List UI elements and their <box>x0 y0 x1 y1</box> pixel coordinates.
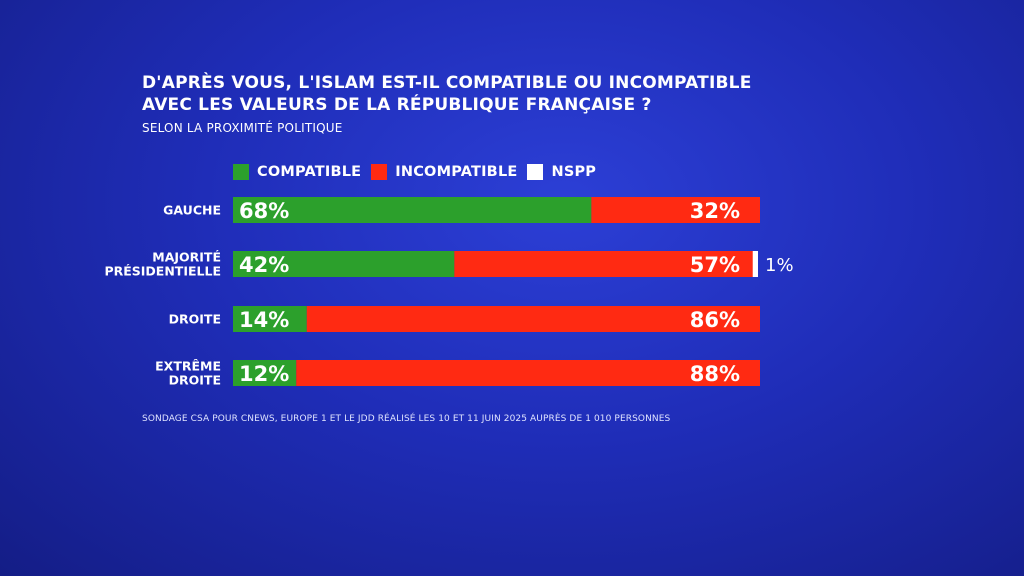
legend-item-compatible: COMPATIBLE <box>233 164 361 180</box>
data-label-compatible: 12% <box>239 362 289 386</box>
data-label-incompatible: 86% <box>690 308 740 332</box>
bar-segment-nspp <box>752 251 758 277</box>
data-label-compatible: 42% <box>239 253 289 277</box>
legend-label-nspp: NSPP <box>551 164 597 180</box>
category-label: GAUCHE <box>163 203 221 218</box>
bar-segment-incompatible <box>306 306 760 332</box>
data-label-nspp: 1% <box>765 255 794 276</box>
legend-swatch-nspp <box>527 164 544 180</box>
data-label-incompatible: 57% <box>690 253 740 277</box>
bar-segment-compatible <box>233 251 455 277</box>
legend-swatch-compatible <box>233 164 249 180</box>
category-label: MAJORITÉ PRÉSIDENTIELLE <box>104 250 221 279</box>
title-line-2: AVEC LES VALEURS DE LA RÉPUBLIQUE FRANÇA… <box>142 95 652 115</box>
legend-label-compatible: COMPATIBLE <box>257 164 362 180</box>
legend-item-nspp: NSPP <box>527 164 596 180</box>
category-label-line: GAUCHE <box>163 203 221 218</box>
bar-segment-incompatible <box>454 251 755 277</box>
bar-segment-compatible <box>233 360 297 386</box>
bar-segment-compatible <box>233 197 592 223</box>
chart-title: D'APRÈS VOUS, L'ISLAM EST-IL COMPATIBLE … <box>142 72 752 116</box>
category-label-line: DROITE <box>169 373 221 388</box>
bar-segment-incompatible <box>591 197 760 223</box>
category-label-line: EXTRÊME <box>155 359 221 374</box>
bar-segment-incompatible <box>296 360 760 386</box>
data-label-incompatible: 88% <box>690 362 740 386</box>
category-label: EXTRÊME DROITE <box>155 359 221 388</box>
category-label-line: PRÉSIDENTIELLE <box>104 264 221 279</box>
legend-swatch-incompatible <box>371 164 388 180</box>
data-label-compatible: 14% <box>239 308 289 332</box>
legend-item-incompatible: INCOMPATIBLE <box>371 164 517 180</box>
chart-subtitle: SELON LA PROXIMITÉ POLITIQUE <box>142 121 343 135</box>
source-note: SONDAGE CSA POUR CNEWS, EUROPE 1 ET LE J… <box>142 414 671 424</box>
legend: COMPATIBLE INCOMPATIBLE NSPP <box>233 163 606 181</box>
data-label-incompatible: 32% <box>690 199 740 223</box>
data-label-compatible: 68% <box>239 199 289 223</box>
bar-segment-compatible <box>233 306 307 332</box>
legend-label-incompatible: INCOMPATIBLE <box>395 164 518 180</box>
category-label-line: DROITE <box>169 312 221 327</box>
category-label-line: MAJORITÉ <box>152 250 221 265</box>
category-label: DROITE <box>169 312 221 327</box>
title-line-1: D'APRÈS VOUS, L'ISLAM EST-IL COMPATIBLE … <box>142 73 752 93</box>
